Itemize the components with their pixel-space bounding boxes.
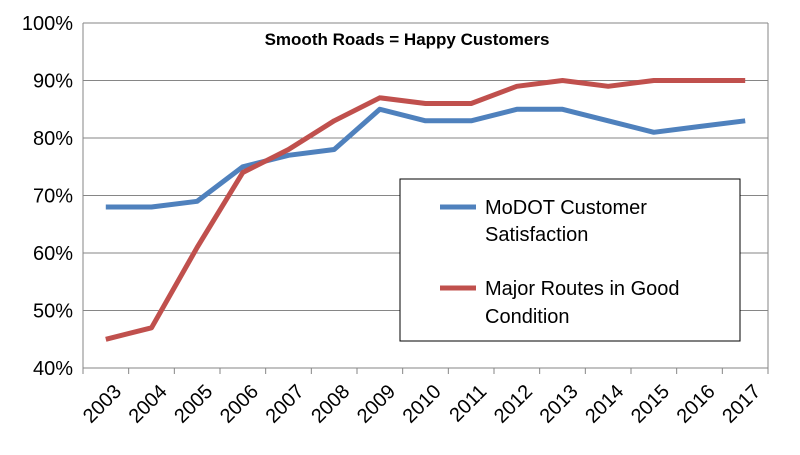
y-axis-tick-labels: 40% 50% 60% 70% 80% 90% 100% [22,13,73,380]
legend-label-customer-satisfaction-line2: Satisfaction [485,224,588,246]
x-tick-label: 2006 [216,381,263,428]
x-tick-label: 2013 [536,381,583,428]
y-tick-label: 50% [33,301,73,323]
legend-label-customer-satisfaction-line1: MoDOT Customer [485,197,647,219]
x-tick-label: 2010 [399,381,446,428]
y-tick-label: 90% [33,71,73,93]
x-tick-label: 2011 [445,381,491,427]
x-tick-label: 2012 [490,381,537,428]
y-tick-label: 60% [33,243,73,265]
y-tick-label: 70% [33,186,73,208]
y-tick-label: 100% [22,13,73,35]
x-tick-label: 2009 [353,381,400,428]
x-tick-label: 2016 [673,381,720,428]
legend-label-major-routes-line1: Major Routes in Good [485,278,680,300]
legend-label-major-routes-line2: Condition [485,306,570,328]
x-tick-label: 2015 [627,381,674,428]
x-tick-label: 2017 [718,381,765,428]
y-tick-label: 40% [33,358,73,380]
x-tick-label: 2004 [125,381,172,428]
x-tick-label: 2007 [262,381,309,428]
axes [82,23,769,374]
y-tick-label: 80% [33,128,73,150]
x-tick-label: 2014 [581,381,628,428]
x-tick-label: 2008 [307,381,354,428]
series-lines [105,78,746,342]
x-tick-label: 2003 [79,381,126,428]
legend: MoDOT Customer Satisfaction Major Routes… [399,178,741,342]
x-tick-label: 2005 [170,381,217,428]
chart-title: Smooth Roads = Happy Customers [265,30,550,49]
